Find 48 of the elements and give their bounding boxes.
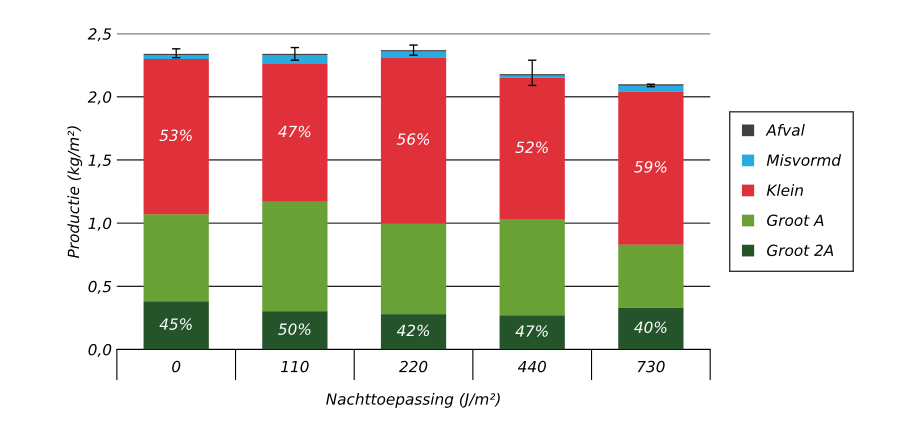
bar — [500, 315, 565, 350]
annotation: 56% — [396, 133, 430, 145]
legend-label: Klein — [766, 184, 803, 196]
bar — [262, 55, 328, 64]
legend-label: Afval — [766, 124, 805, 136]
bar — [262, 64, 328, 202]
bar — [262, 312, 328, 350]
annotation: 52% — [516, 141, 548, 154]
bar — [144, 58, 209, 214]
bar — [618, 244, 684, 308]
bar — [618, 85, 684, 92]
bar — [618, 92, 684, 245]
legend-label: Groot A — [767, 214, 824, 226]
annotation: 59% — [634, 161, 666, 173]
bar — [262, 202, 328, 312]
y-tick-label: 2,5 — [88, 28, 112, 42]
bar — [144, 214, 209, 302]
x-tick-label: 0 — [172, 360, 180, 372]
y-axis-title: Productie (kg/m²) — [67, 126, 82, 258]
bar — [618, 308, 684, 350]
x-tick-label: 440 — [518, 360, 546, 372]
annotation: 53% — [160, 129, 192, 142]
bar — [500, 219, 565, 316]
y-tick-label: 1,0 — [88, 218, 112, 231]
x-axis-title: Nachttoepassing (J/m²) — [326, 393, 500, 408]
annotation: 42% — [396, 324, 430, 336]
bar — [380, 51, 446, 58]
y-tick-label: 0,5 — [88, 280, 112, 294]
x-tick-label: 730 — [638, 360, 665, 372]
annotation: 50% — [278, 323, 310, 335]
y-tick-label: 2,0 — [88, 91, 112, 104]
y-tick-label: 1,5 — [88, 154, 112, 168]
annotation: 47% — [278, 126, 310, 138]
bar — [500, 75, 565, 78]
bar — [380, 223, 446, 314]
x-tick-label: 110 — [281, 360, 309, 372]
bar — [380, 314, 446, 350]
annotation: 40% — [634, 321, 666, 334]
bar — [144, 55, 209, 59]
annotation: 45% — [160, 318, 192, 330]
bar — [144, 301, 209, 350]
x-tick-label: 220 — [399, 360, 428, 372]
annotation: 47% — [516, 325, 548, 337]
legend-label: Groot 2A — [767, 244, 834, 256]
y-tick-label: 0,0 — [88, 344, 112, 358]
bar — [500, 78, 565, 220]
bar — [380, 58, 446, 224]
legend-label: Misvormd — [766, 154, 842, 166]
